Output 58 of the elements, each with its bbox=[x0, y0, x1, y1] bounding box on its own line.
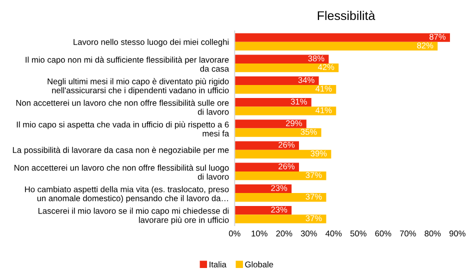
x-tick-label: 60% bbox=[375, 230, 392, 236]
bar bbox=[234, 214, 326, 224]
chart-title: Flessibilità bbox=[318, 10, 376, 20]
bar bbox=[234, 54, 329, 64]
x-tick-label: 0% bbox=[228, 230, 240, 236]
y-tick-label: Il mio capo non mi dà sufficiente flessibilità per lavorare da casa bbox=[26, 56, 230, 72]
data-label: 23% bbox=[271, 206, 288, 213]
bar bbox=[234, 193, 326, 202]
x-tick-label: 10% bbox=[252, 230, 268, 236]
data-label: 42% bbox=[318, 64, 334, 70]
data-label: 37% bbox=[306, 172, 322, 178]
bar bbox=[234, 141, 299, 150]
y-tick-label: Lascerei il mio lavoro se il mio capo mi chiedesse di lavorare più ore in ufficio bbox=[38, 208, 229, 225]
data-label: 41% bbox=[315, 86, 332, 92]
bar bbox=[234, 42, 438, 50]
bar bbox=[234, 106, 336, 116]
data-label: 29% bbox=[286, 120, 302, 126]
data-label: 23% bbox=[271, 185, 288, 191]
bar bbox=[234, 85, 336, 94]
y-tick-label: Lavoro nello stesso luogo dei miei colleghi bbox=[74, 38, 229, 47]
data-label: 38% bbox=[308, 55, 324, 62]
bar bbox=[234, 150, 332, 158]
y-tick-label: Non accetterei un lavoro che non offre flessibilità sul luogo di lavoro bbox=[14, 164, 229, 180]
x-tick-label: 40% bbox=[325, 230, 342, 236]
y-tick-label: Ho cambiato aspetti della mia vita (es. traslocato, preso un anomale domestico) pensando che il lavoro da… bbox=[25, 186, 229, 203]
legend-label: Italia bbox=[210, 261, 226, 268]
data-label: 35% bbox=[300, 128, 317, 135]
x-tick-label: 20% bbox=[276, 230, 292, 236]
bar bbox=[234, 120, 306, 128]
data-label: 37% bbox=[306, 215, 322, 222]
bar bbox=[234, 76, 319, 86]
data-label: 34% bbox=[298, 77, 314, 83]
data-label: 41% bbox=[315, 107, 332, 114]
data-label: 87% bbox=[430, 34, 446, 40]
x-tick-label: 50% bbox=[350, 230, 366, 236]
legend-label: Globale bbox=[245, 261, 274, 268]
bar bbox=[234, 63, 339, 72]
bar bbox=[234, 184, 292, 194]
bar bbox=[234, 33, 450, 42]
y-tick-label: Non accetterei un lavoro che non offre flessibilità sulle ore di lavoro bbox=[16, 100, 229, 115]
data-label: 39% bbox=[310, 150, 327, 156]
x-tick-label: 80% bbox=[424, 230, 441, 236]
data-label: 31% bbox=[290, 98, 307, 105]
y-tick-label: Il mio capo si aspetta che vada in ufficio di più rispetto a 6 mesi fa bbox=[16, 121, 230, 136]
y-tick-label: La possibilità di lavorare da casa non è negoziabile per me bbox=[12, 146, 229, 155]
bar bbox=[234, 162, 299, 172]
bar bbox=[234, 128, 322, 137]
data-label: 26% bbox=[278, 142, 295, 148]
bar bbox=[234, 206, 292, 215]
bar bbox=[234, 171, 326, 180]
x-tick-label: 30% bbox=[300, 230, 317, 236]
data-label: 26% bbox=[278, 163, 295, 170]
y-tick-label: Negli ultimi mesi il mio capo è diventato più rigido nell'assicurarsi che i dipendenti vadano in ufficio bbox=[48, 78, 229, 95]
x-tick-label: 90% bbox=[449, 230, 466, 236]
x-tick-label: 70% bbox=[400, 230, 416, 236]
data-label: 37% bbox=[306, 194, 322, 200]
data-label: 82% bbox=[417, 42, 434, 48]
bar bbox=[234, 98, 312, 107]
